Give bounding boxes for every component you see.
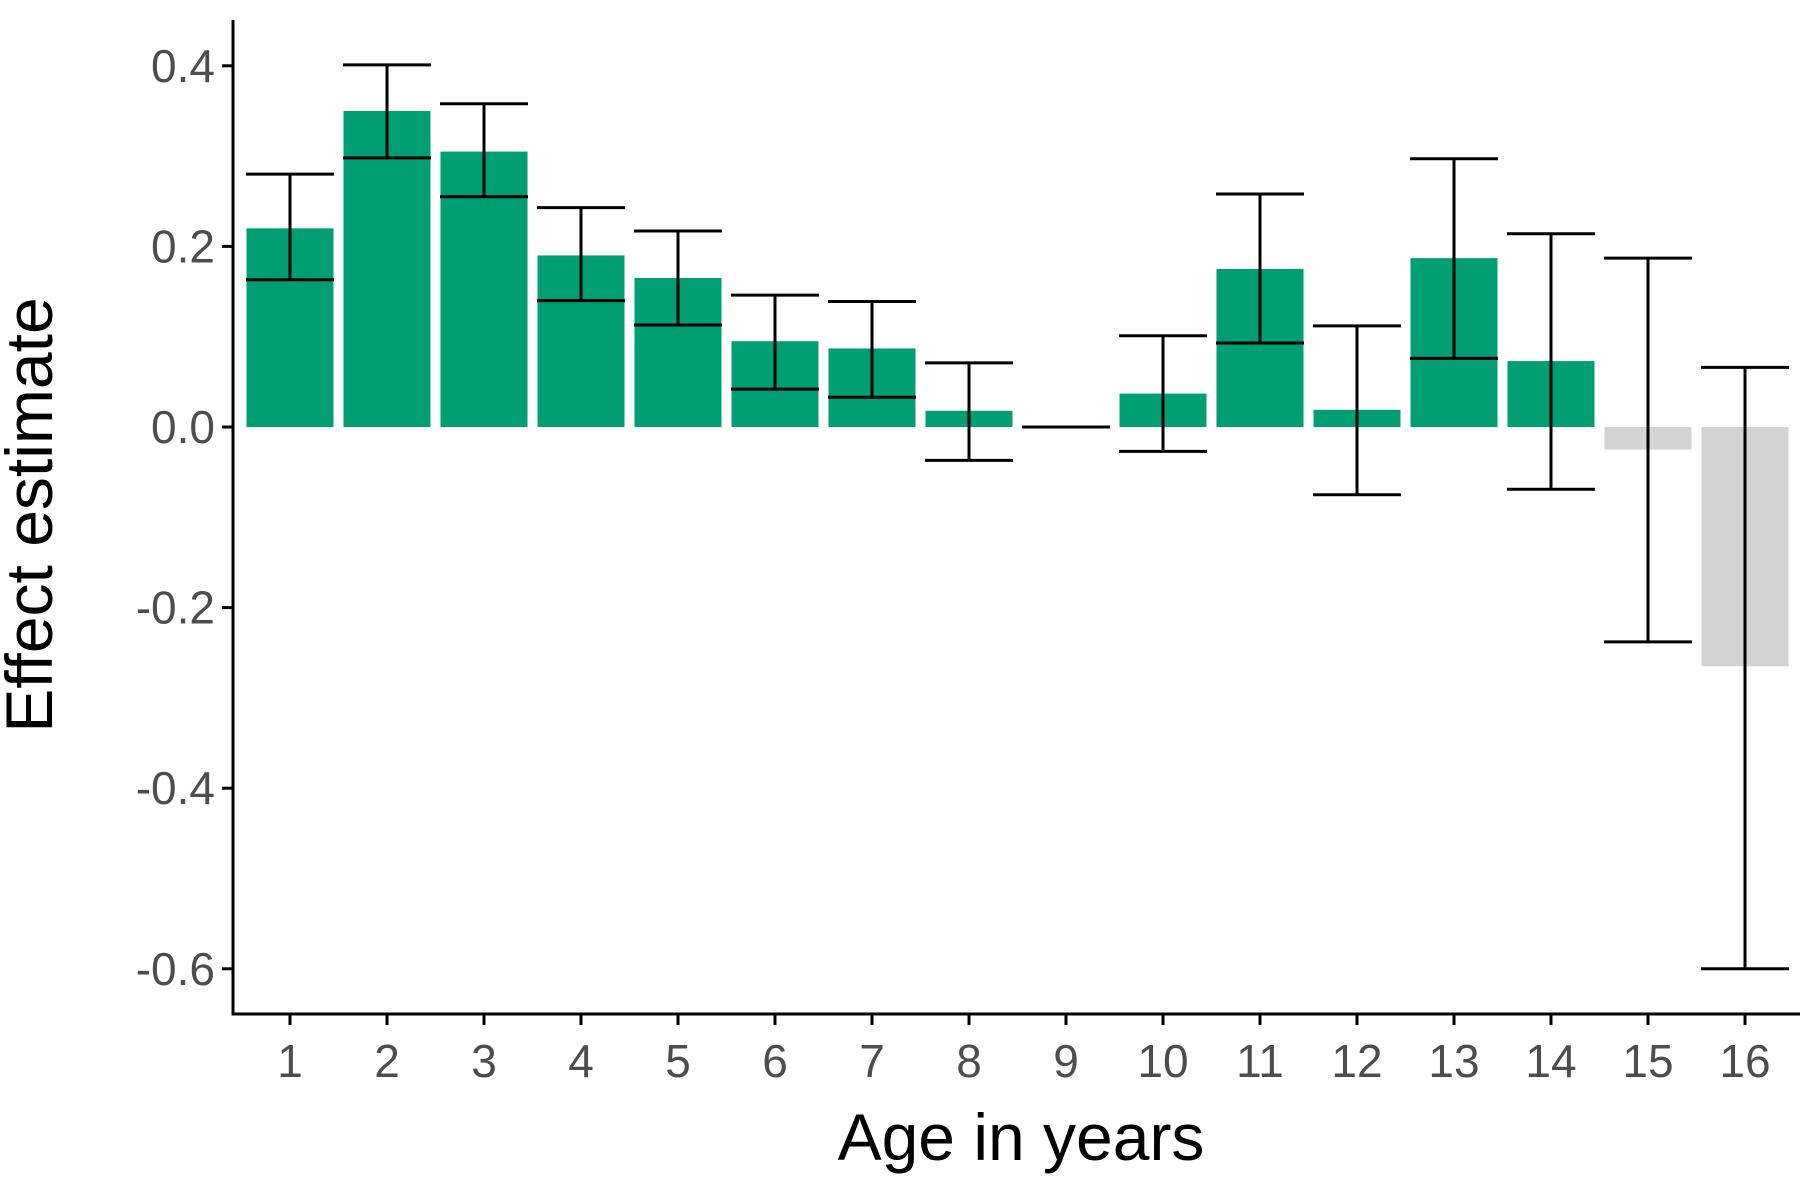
errorbar-age-11 — [1216, 192, 1304, 345]
errorbar-age-5 — [634, 229, 722, 327]
errorbar-age-2 — [343, 63, 431, 160]
x-tick-label: 12 — [1331, 1035, 1382, 1087]
errorbar-age-13 — [1410, 157, 1498, 360]
y-axis-title: Effect estimate — [0, 297, 66, 732]
x-tick-label: 13 — [1428, 1035, 1479, 1087]
errorbar-age-14 — [1507, 232, 1595, 491]
x-tick-label: 3 — [471, 1035, 497, 1087]
x-tick-label: 7 — [859, 1035, 885, 1087]
bars-layer — [246, 110, 1789, 667]
x-tick-label: 2 — [374, 1035, 400, 1087]
errorbar-age-6 — [731, 293, 819, 391]
y-tick-label: -0.2 — [136, 582, 215, 634]
x-tick-label: 1 — [277, 1035, 303, 1087]
x-tick-label: 11 — [1236, 1035, 1284, 1087]
bar-age-2 — [343, 110, 431, 427]
x-tick-label: 15 — [1622, 1035, 1673, 1087]
errorbars-layer — [246, 63, 1789, 971]
errorbar-age-3 — [440, 102, 528, 199]
y-tick-label: -0.4 — [136, 762, 215, 814]
errorbar-age-12 — [1313, 324, 1401, 497]
x-tick-label: 8 — [956, 1035, 982, 1087]
y-tick-label: 0.4 — [151, 40, 215, 92]
x-tick-label: 5 — [665, 1035, 691, 1087]
errorbar-age-8 — [925, 361, 1013, 462]
ticks-layer: 0.40.20.0-0.2-0.4-0.61 2 3 4 5 6 7 8 9 10 11 12 13 14… — [136, 40, 1771, 1087]
y-tick-label: 0.2 — [151, 220, 215, 272]
x-tick-label: 6 — [762, 1035, 788, 1087]
errorbar-age-10 — [1119, 334, 1207, 453]
errorbar-age-7 — [828, 299, 916, 399]
x-tick-label: 16 — [1719, 1035, 1770, 1087]
errorbar-age-16 — [1701, 365, 1789, 971]
x-tick-label: 4 — [568, 1035, 594, 1087]
axes-layer — [231, 20, 1800, 1016]
x-tick-label: 10 — [1137, 1035, 1188, 1087]
x-tick-label: 9 — [1053, 1035, 1079, 1087]
errorbar-age-1 — [246, 172, 334, 282]
errorbar-age-15 — [1604, 256, 1692, 644]
errorbar-age-4 — [537, 206, 625, 303]
x-tick-label: 14 — [1525, 1035, 1576, 1087]
y-tick-label: -0.6 — [136, 943, 215, 995]
x-axis-title: Age in years — [838, 1100, 1205, 1174]
y-tick-label: 0.0 — [151, 401, 215, 453]
